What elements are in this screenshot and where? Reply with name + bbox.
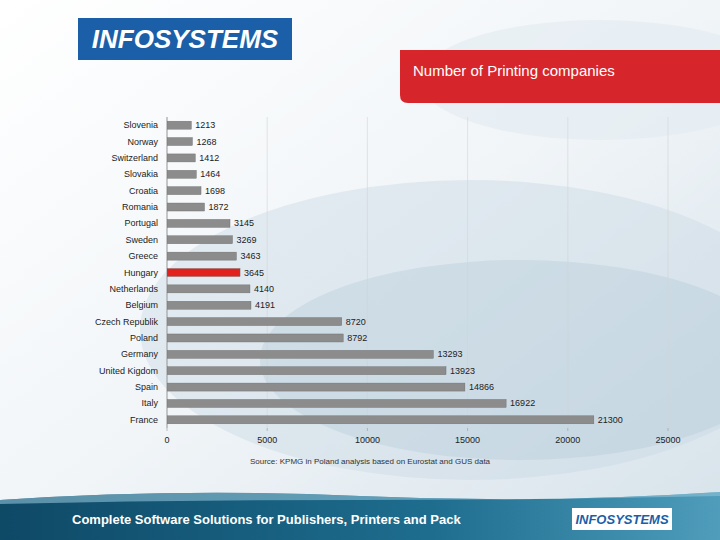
tick-label: 0 [164,435,169,445]
tick-mark [167,428,168,431]
logo-box [78,18,292,60]
bar [167,187,201,195]
data-label: 16922 [510,398,535,408]
category-label: Sweden [125,235,158,245]
source-note: Source: KPMG in Poland analysis based on… [250,457,491,466]
data-label: 3145 [234,218,254,228]
bars [167,121,594,424]
data-label: 13923 [450,366,475,376]
bar [167,121,191,129]
bar [167,154,195,162]
bar [167,399,506,407]
bar [167,203,205,211]
category-label: Greece [128,251,158,261]
tick-mark [567,428,568,431]
bar [167,301,251,309]
category-label: Romania [122,202,158,212]
data-label: 3269 [237,235,257,245]
tick-label: 10000 [355,435,380,445]
bar [167,219,230,227]
category-label: Slovakia [124,169,158,179]
data-label: 8720 [346,317,366,327]
category-label: Croatia [129,186,158,196]
bar [167,236,233,244]
data-label: 4191 [255,300,275,310]
tick-mark [467,428,468,431]
category-label: Germany [121,349,159,359]
tick-label: 15000 [455,435,480,445]
bar [167,252,236,260]
bar [167,269,240,277]
bar [167,170,196,178]
data-label: 1464 [200,169,220,179]
data-label: 3645 [244,268,264,278]
data-label: 1213 [195,120,215,130]
category-label: Belgium [125,300,158,310]
logo-text: INFOSYSTEMS [92,24,279,54]
background-swoosh [140,180,720,480]
data-label: 3463 [240,251,260,261]
category-label: Switzerland [111,153,158,163]
bar [167,285,250,293]
category-label: Spain [135,382,158,392]
data-label: 13293 [437,349,462,359]
slide: INFOSYSTEMS Number of Printing companies 0… [0,0,720,540]
tick-label: 5000 [257,435,277,445]
data-label: 1268 [196,137,216,147]
bar [167,367,446,375]
category-label: Norway [127,137,158,147]
data-label: 14866 [469,382,494,392]
data-label: 21300 [598,415,623,425]
data-label: 8792 [347,333,367,343]
category-label: United Kigdom [99,366,158,376]
category-label: Czech Republik [95,317,159,327]
title-banner [400,50,720,103]
category-label: Italy [141,398,158,408]
grid-line [567,117,568,428]
bar [167,383,465,391]
tick-mark [668,428,669,431]
tick-mark [367,428,368,431]
footer-text: Complete Software Solutions for Publishe… [72,512,461,527]
category-label: Hungary [124,268,159,278]
category-label: France [130,415,158,425]
footer-highlight [0,492,720,504]
category-label: Poland [130,333,158,343]
bar [167,416,594,424]
data-label: 1412 [199,153,219,163]
grid-line [367,117,368,428]
footer-logo-text: INFOSYSTEMS [575,512,669,527]
bar [167,350,433,358]
data-label: 1698 [205,186,225,196]
bar [167,138,192,146]
data-label: 4140 [254,284,274,294]
category-label: Netherlands [109,284,158,294]
category-label: Portugal [124,218,158,228]
background-swoosh [260,260,720,460]
grid-line [267,117,268,428]
chart-title: Number of Printing companies [413,62,615,79]
tick-mark [267,428,268,431]
footer-band [0,492,720,540]
grid-line [668,117,669,428]
tick-label: 20000 [555,435,580,445]
footer-logo-box [572,508,672,530]
bar [167,318,342,326]
bar [167,334,343,342]
tick-label: 25000 [655,435,680,445]
data-label: 1872 [209,202,229,212]
category-label: Slovenia [123,120,158,130]
